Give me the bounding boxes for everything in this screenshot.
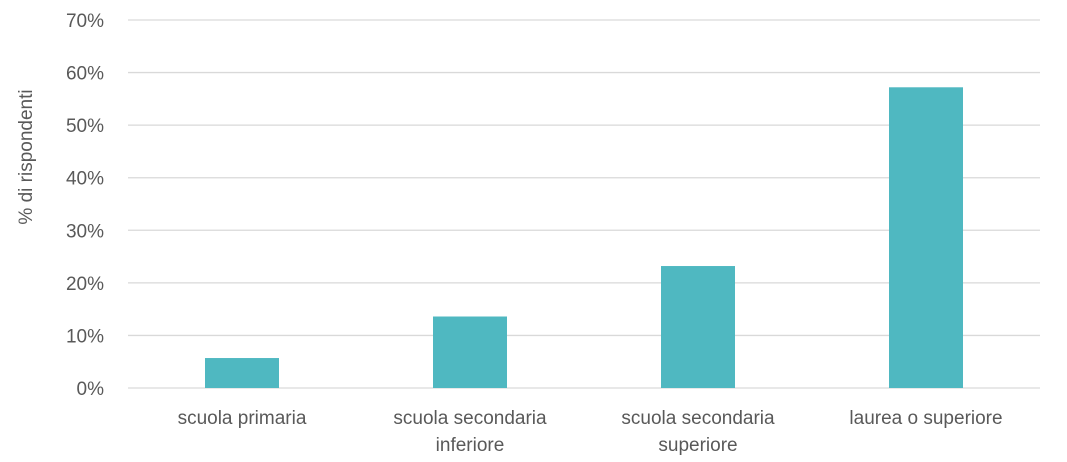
- x-category-label: laurea o superiore: [849, 408, 1002, 429]
- y-tick-label: 30%: [66, 221, 104, 242]
- bar: [889, 87, 963, 388]
- y-tick-label: 0%: [77, 379, 105, 400]
- y-tick-label: 20%: [66, 274, 104, 295]
- x-category-label: superiore: [658, 435, 737, 456]
- bar: [661, 266, 735, 388]
- y-tick-label: 40%: [66, 169, 104, 190]
- x-axis-ticks: scuola primaria scuola secondaria inferior…: [178, 408, 1003, 456]
- y-tick-label: 10%: [66, 326, 104, 347]
- y-axis-ticks: 0% 10% 20% 30% 40% 50% 60% 70%: [66, 11, 104, 400]
- y-tick-label: 60%: [66, 64, 104, 85]
- y-tick-label: 70%: [66, 11, 104, 32]
- y-axis-title: % di rispondenti: [16, 89, 37, 224]
- x-category-label: inferiore: [436, 435, 505, 456]
- bar: [433, 316, 507, 388]
- bar: [205, 358, 279, 388]
- x-category-label: scuola secondaria: [621, 408, 775, 429]
- gridlines: [128, 19, 1040, 389]
- x-category-label: scuola secondaria: [393, 408, 547, 429]
- y-tick-label: 50%: [66, 116, 104, 137]
- x-category-label: scuola primaria: [178, 408, 307, 429]
- bars: [205, 87, 963, 388]
